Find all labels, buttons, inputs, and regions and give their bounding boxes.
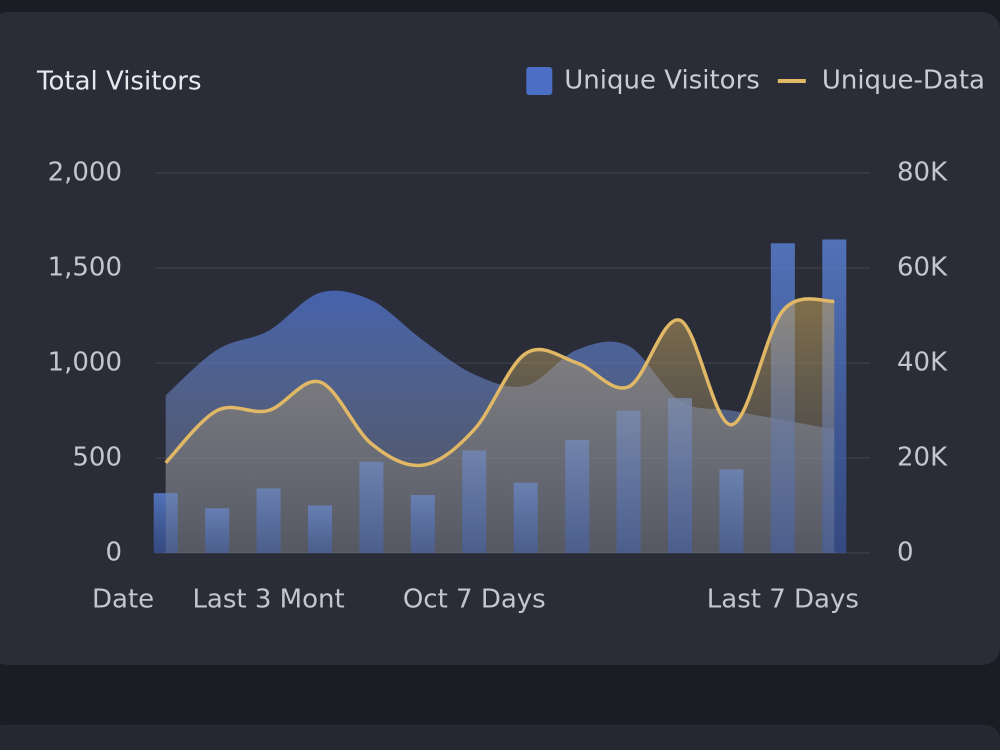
y-tick-label: 1,000 — [48, 348, 122, 378]
y-tick-label: 1,500 — [48, 253, 122, 283]
chart-title: Total Visitors — [36, 67, 202, 97]
y2-tick-label: 80K — [897, 158, 948, 188]
x-tick-label: Oct 7 Days — [403, 585, 546, 615]
x-tick-label: Last 3 Mont — [192, 585, 344, 615]
y2-tick-label: 60K — [897, 253, 948, 283]
legend-swatch — [526, 67, 553, 95]
line — [164, 297, 835, 468]
y2-tick-label: 0 — [897, 538, 914, 568]
y-tick-label: 0 — [105, 538, 122, 568]
legend-label: Unique Visitors — [564, 66, 760, 96]
x-axis-label: Date — [92, 585, 154, 615]
y2-tick-label: 20K — [897, 443, 948, 473]
legend-label: Unique-Data — [822, 66, 985, 96]
y2-tick-label: 40K — [897, 348, 948, 378]
card — [0, 12, 1000, 665]
plot: 0 500 1,000 1,500 2,000 0 20K 40K 60K 80K Last 3 M… — [48, 158, 949, 615]
next-card — [0, 725, 1000, 750]
y-tick-label: 2,000 — [48, 158, 122, 188]
line-area — [165, 298, 835, 553]
y-tick-label: 500 — [72, 443, 122, 473]
x-tick-label: Last 7 Days — [707, 585, 859, 615]
